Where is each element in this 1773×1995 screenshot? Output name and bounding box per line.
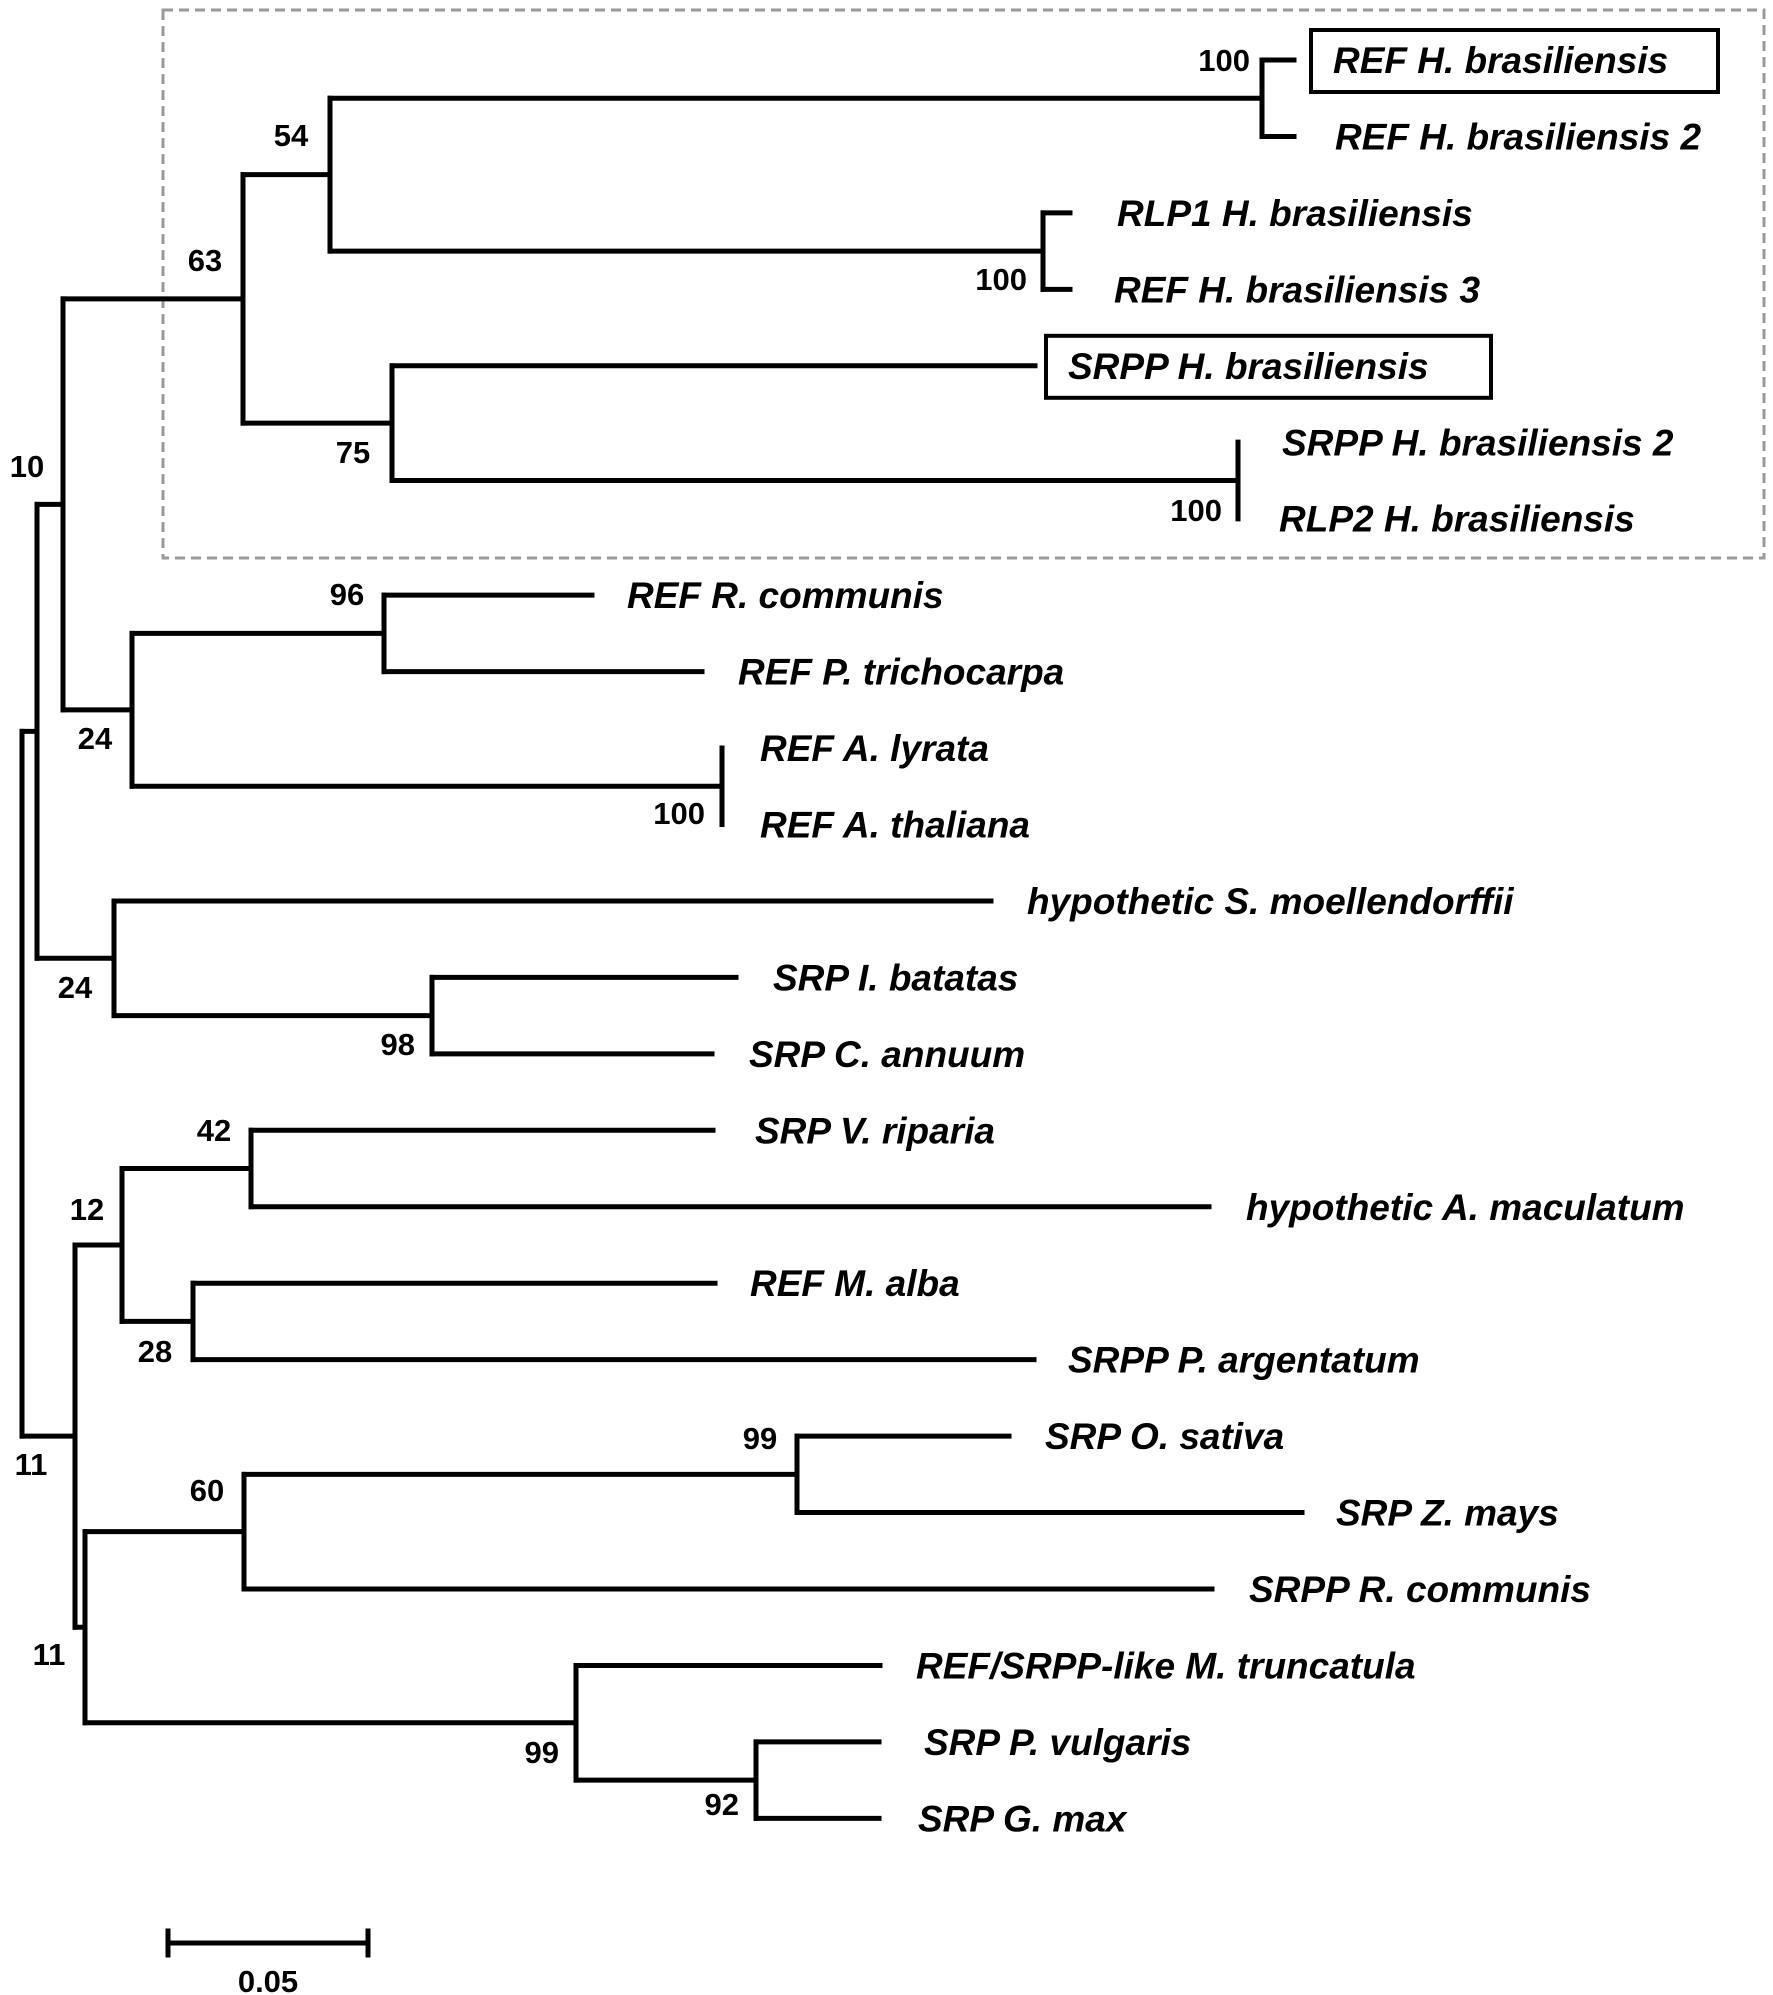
- leaf-hypothetic-a-maculatum: hypothetic A. maculatum: [1246, 1187, 1685, 1228]
- leaf-srp-c-annuum: SRP C. annuum: [749, 1034, 1025, 1075]
- bootstrap-n60: 60: [190, 1473, 224, 1508]
- leaf-srp-v-riparia: SRP V. riparia: [755, 1110, 995, 1151]
- bootstrap-n92: 92: [705, 1787, 739, 1822]
- leaf-srp-g-max: SRP G. max: [918, 1798, 1128, 1839]
- leaf-ref-a-thaliana: REF A. thaliana: [760, 805, 1030, 846]
- bootstrap-root: 11: [15, 1447, 48, 1482]
- bootstrap-n75: 75: [336, 435, 370, 470]
- leaf-ref-p-trichocarpa: REF P. trichocarpa: [738, 652, 1064, 693]
- tree-branches: [19, 57, 1305, 1821]
- highlight-box-srpp-h-brasiliensis: [1044, 333, 1493, 400]
- leaf-ref-a-lyrata: REF A. lyrata: [760, 728, 989, 769]
- leaf-ref-srpp-like-m-truncatula: REF/SRPP-like M. truncatula: [916, 1645, 1416, 1686]
- leaf-rlp1-h-brasiliensis: RLP1 H. brasiliensis: [1117, 193, 1473, 234]
- bootstrap-n100a: 100: [1198, 43, 1250, 78]
- leaf-srp-p-vulgaris: SRP P. vulgaris: [924, 1722, 1191, 1763]
- bootstrap-n24b: 24: [58, 970, 93, 1005]
- bootstrap-n100b: 100: [975, 262, 1027, 297]
- highlight-box-ref-h-brasiliensis: [1309, 28, 1720, 94]
- scale-bar: 0.05: [165, 1928, 371, 1995]
- leaf-labels: REF H. brasiliensis REF H. brasiliensis 2…: [627, 28, 1720, 1839]
- bootstrap-n100c: 100: [1170, 493, 1222, 528]
- leaf-rlp2-h-brasiliensis: RLP2 H. brasiliensis: [1279, 499, 1635, 540]
- bootstrap-n11b: 11: [33, 1637, 66, 1672]
- leaf-srpp-r-communis: SRPP R. communis: [1249, 1569, 1591, 1610]
- bootstrap-n99a: 99: [743, 1421, 777, 1456]
- leaf-srp-i-batatas: SRP I. batatas: [773, 957, 1018, 998]
- leaf-ref-h-brasiliensis: REF H. brasiliensis: [1333, 40, 1668, 81]
- bootstrap-values: 11 10 63 54 100 100 75 100 24 96 100 24 98 11 12 42 28 60…: [10, 43, 1250, 1822]
- leaf-srp-z-mays: SRP Z. mays: [1336, 1493, 1559, 1534]
- leaf-ref-h-brasiliensis-2: REF H. brasiliensis 2: [1335, 116, 1701, 157]
- bootstrap-n10: 10: [10, 449, 44, 484]
- bootstrap-n24a: 24: [78, 721, 113, 756]
- leaf-srp-o-sativa: SRP O. sativa: [1045, 1416, 1284, 1457]
- bootstrap-n42: 42: [197, 1113, 231, 1148]
- bootstrap-n54: 54: [274, 118, 309, 153]
- leaf-ref-m-alba: REF M. alba: [750, 1263, 960, 1304]
- bootstrap-n96: 96: [330, 577, 364, 612]
- leaf-ref-r-communis: REF R. communis: [627, 575, 944, 616]
- bootstrap-n28: 28: [138, 1334, 172, 1369]
- leaf-srpp-p-argentatum: SRPP P. argentatum: [1068, 1340, 1420, 1381]
- scale-bar-label: 0.05: [238, 1964, 298, 1995]
- leaf-ref-h-brasiliensis-3: REF H. brasiliensis 3: [1114, 269, 1480, 310]
- bootstrap-n63: 63: [188, 243, 222, 278]
- leaf-srpp-h-brasiliensis: SRPP H. brasiliensis: [1068, 346, 1429, 387]
- bootstrap-n12: 12: [70, 1192, 104, 1227]
- hevea-group-box: [161, 8, 1766, 560]
- bootstrap-n100d: 100: [653, 796, 705, 831]
- bootstrap-n99b: 99: [525, 1735, 559, 1770]
- leaf-hypothetic-s-moellendorffii: hypothetic S. moellendorffii: [1027, 881, 1514, 922]
- leaf-srpp-h-brasiliensis-2: SRPP H. brasiliensis 2: [1282, 422, 1674, 463]
- bootstrap-n98: 98: [381, 1027, 415, 1062]
